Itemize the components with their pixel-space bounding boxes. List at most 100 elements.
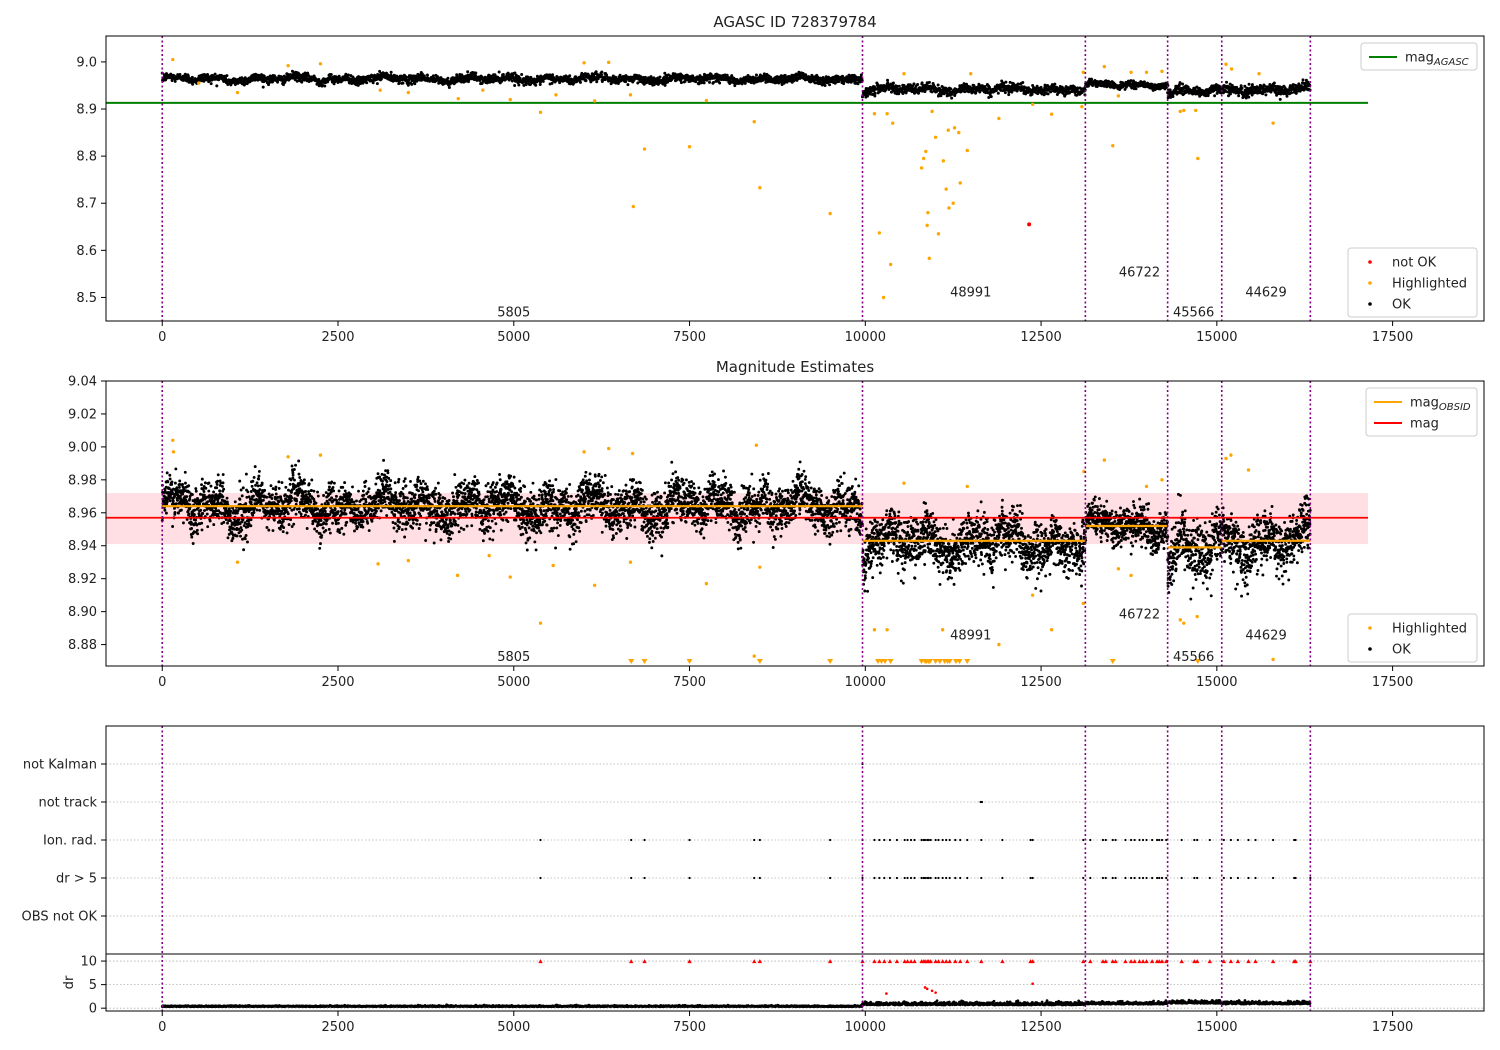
obsid-label: 44629 xyxy=(1245,285,1286,300)
flag-points xyxy=(539,876,1312,880)
obsid-label: 46722 xyxy=(1119,607,1160,622)
dr-clipped-marker xyxy=(1149,959,1155,964)
y-tick-label: 8.8 xyxy=(76,150,97,165)
x-tick-label: 7500 xyxy=(673,675,706,690)
y-tick-label: 9.02 xyxy=(68,407,97,422)
dr-clipped-marker xyxy=(912,959,917,964)
x-tick-label: 10000 xyxy=(845,330,886,345)
dr-points xyxy=(160,998,1312,1009)
offscale-marker xyxy=(932,659,939,664)
dr-tick-label: 5 xyxy=(89,978,97,993)
dr-clipped-marker xyxy=(1123,959,1128,964)
offscale-marker xyxy=(641,659,648,664)
offscale-marker xyxy=(964,659,971,664)
dr-clipped-marker xyxy=(894,959,900,964)
dr-clipped-marker xyxy=(943,959,949,964)
offscale-marker xyxy=(628,659,635,664)
dr-clipped-marker xyxy=(1128,959,1134,964)
offscale-marker xyxy=(686,659,693,664)
flag-points xyxy=(539,838,1312,842)
x-tick-label: 12500 xyxy=(1020,1020,1061,1035)
x-tick-label: 12500 xyxy=(1020,330,1061,345)
y-tick-label: 9.0 xyxy=(76,55,97,70)
x-tick-label: 7500 xyxy=(673,330,706,345)
legend-subscript: OBSID xyxy=(1439,402,1471,413)
dr-clipped-marker xyxy=(628,959,634,964)
flag-row-label: not track xyxy=(38,796,97,811)
dr-clipped-marker xyxy=(933,959,938,964)
x-tick-label: 17500 xyxy=(1372,675,1413,690)
flag-row-label: OBS not OK xyxy=(22,910,98,925)
dr-clipped-marker xyxy=(953,959,958,964)
obsid-label: 45566 xyxy=(1173,306,1214,321)
dr-clipped-marker xyxy=(882,959,887,964)
legend-label: OK xyxy=(1392,298,1411,313)
flag-points xyxy=(979,800,984,804)
offscale-marker xyxy=(1109,659,1116,664)
legend-label: mag xyxy=(1405,51,1434,66)
dr-clipped-marker xyxy=(1088,959,1093,964)
obsid-label: 5805 xyxy=(497,650,530,665)
y-tick-label: 8.5 xyxy=(76,291,97,306)
dr-clipped-marker xyxy=(1144,959,1149,964)
dr-clipped-marker xyxy=(1132,959,1137,964)
dr-clipped-marker xyxy=(877,959,882,964)
obsid-label: 48991 xyxy=(950,285,991,300)
dr-clipped-marker xyxy=(1140,959,1146,964)
x-tick-label: 15000 xyxy=(1196,330,1237,345)
dr-clipped-marker xyxy=(1253,959,1258,964)
legend-label: OK xyxy=(1392,643,1411,658)
x-tick-label: 2500 xyxy=(321,1020,354,1035)
dr-clipped-marker xyxy=(936,959,941,964)
dr-clipped-marker xyxy=(1228,959,1234,964)
dr-clipped-marker xyxy=(1221,959,1227,964)
dr-axis-label: dr xyxy=(62,975,77,989)
y-tick-label: 9.00 xyxy=(68,440,97,455)
y-tick-label: 8.98 xyxy=(68,473,97,488)
dr-clipped-marker xyxy=(1081,959,1086,964)
highlighted-points xyxy=(171,57,1275,300)
dr-clipped-marker xyxy=(1156,959,1162,964)
magnitude-estimates-panel: Magnitude Estimates 8.88 8.90 8.92 8.94 8.96 8… xyxy=(68,358,1485,690)
offscale-marker xyxy=(827,659,834,664)
ok-points xyxy=(160,69,1312,101)
dr-clipped-marker xyxy=(1113,959,1118,964)
dr-clipped-marker xyxy=(1103,959,1108,964)
x-tick-label: 17500 xyxy=(1372,330,1413,345)
x-tick-label: 2500 xyxy=(321,675,354,690)
dr-clipped-marker xyxy=(1270,959,1276,964)
legend-box xyxy=(1360,42,1478,71)
dr-red-point xyxy=(930,989,934,993)
flag-row-label: Ion. rad. xyxy=(43,834,97,849)
offscale-marker xyxy=(936,659,943,664)
legend-box xyxy=(1347,247,1478,318)
x-tick-label: 12500 xyxy=(1020,675,1061,690)
obsid-label: 46722 xyxy=(1119,266,1160,281)
y-tick-label: 8.6 xyxy=(76,244,97,259)
dr-clipped-marker xyxy=(1194,959,1200,964)
dr-clipped-marker xyxy=(1192,959,1197,964)
y-tick-label: 8.92 xyxy=(68,572,97,587)
offscale-marker xyxy=(756,659,763,664)
dr-clipped-marker xyxy=(642,959,647,964)
dr-clipped-marker xyxy=(908,959,914,964)
legend-subscript: AGASC xyxy=(1433,57,1469,68)
offscale-marker xyxy=(946,659,953,664)
x-tick-label: 0 xyxy=(158,330,166,345)
x-tick-label: 7500 xyxy=(673,1020,706,1035)
flag-row-label: not Kalman xyxy=(23,758,97,773)
dr-clipped-marker xyxy=(1030,959,1035,964)
dr-red-point xyxy=(934,991,937,994)
dr-red-point xyxy=(1031,982,1034,985)
obsid-label: 48991 xyxy=(950,629,991,644)
offscale-marker xyxy=(926,659,933,664)
flag-row-label: dr > 5 xyxy=(56,872,97,887)
ok-points xyxy=(160,458,1312,601)
dr-clipped-marker xyxy=(902,959,907,964)
y-tick-label: 8.94 xyxy=(68,539,97,554)
legend-label: not OK xyxy=(1392,256,1437,271)
y-tick-label: 8.90 xyxy=(68,605,97,620)
x-tick-label: 15000 xyxy=(1196,1020,1237,1035)
dr-red-point xyxy=(885,992,888,995)
axes-frame xyxy=(105,725,1485,1012)
